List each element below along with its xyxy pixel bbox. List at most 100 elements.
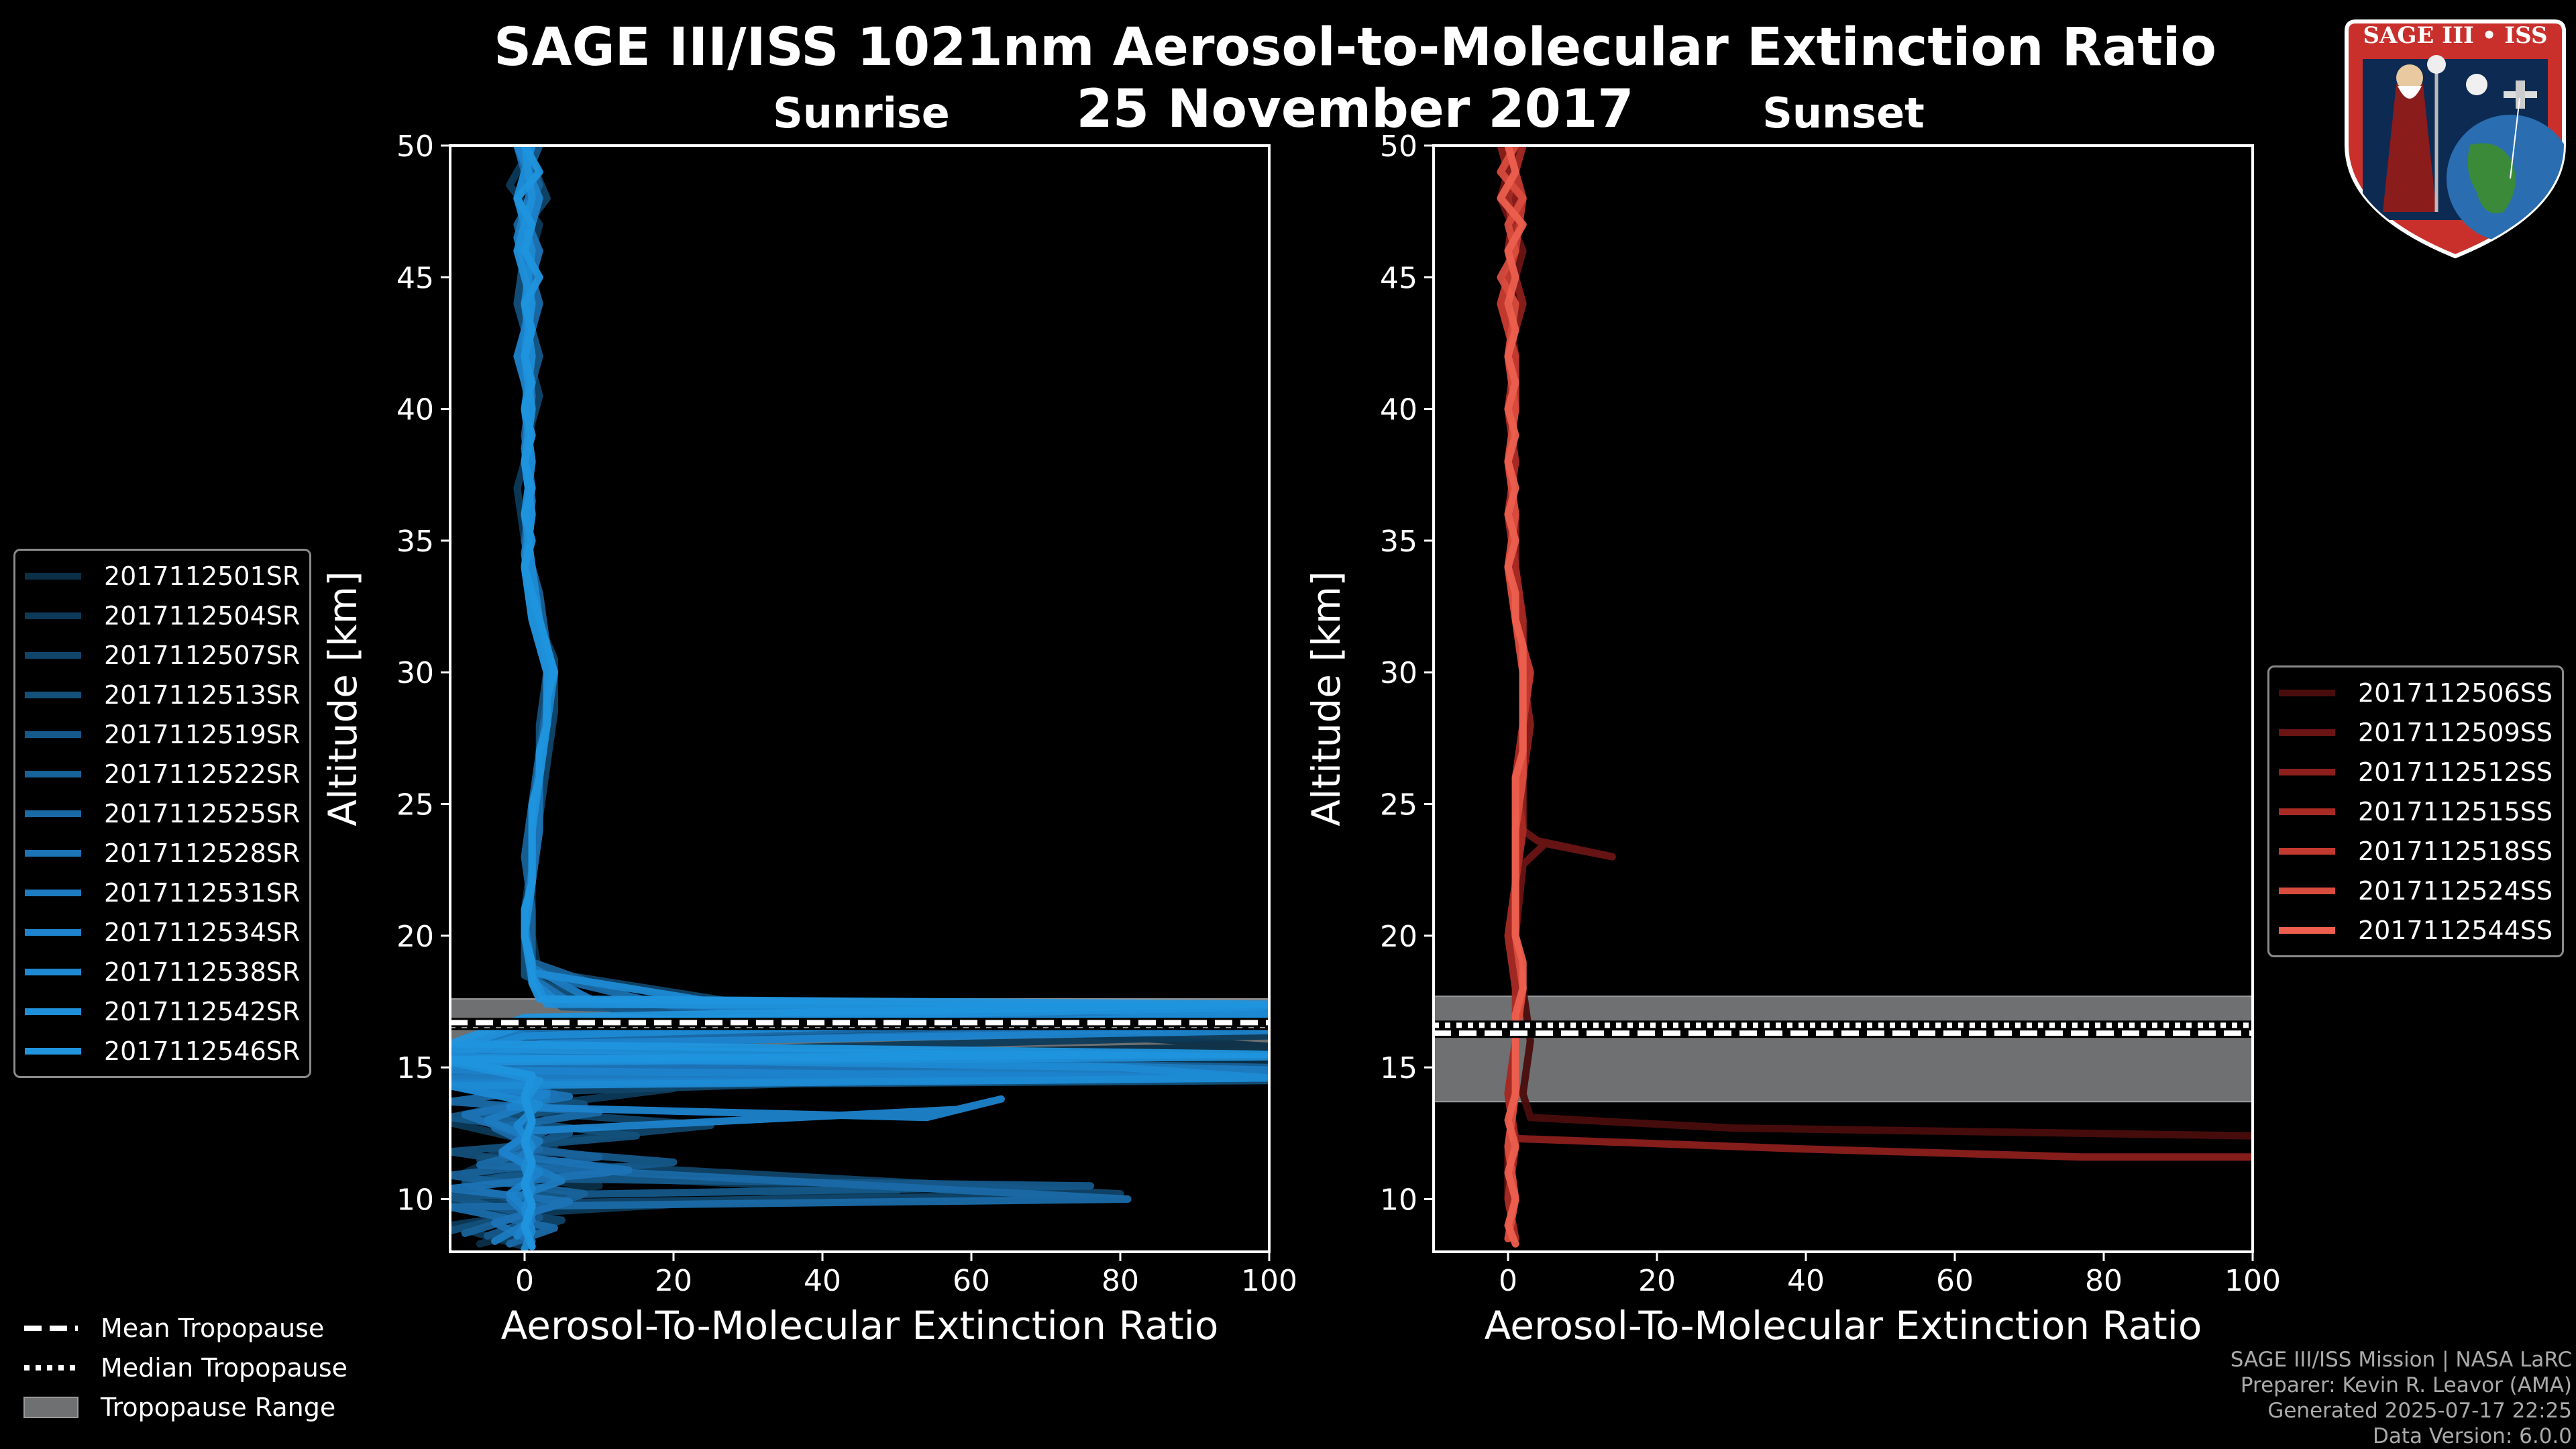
sunset-ytick-label-50: 50	[1380, 129, 1417, 164]
legend-entry-2017112524SS: 2017112524SS	[2279, 871, 2553, 910]
legend-swatch	[25, 572, 81, 580]
credits-generated: Generated 2025-07-17 22:25	[2267, 1399, 2572, 1423]
sunrise-xtick-label-0: 0	[515, 1264, 534, 1298]
legend-entry-2017112512SS: 2017112512SS	[2279, 752, 2553, 792]
legend-entry-2017112538SR: 2017112538SR	[25, 952, 300, 991]
sunrise-ytick-label-10: 10	[396, 1183, 434, 1217]
legend-label: 2017112522SR	[104, 759, 301, 789]
median-tropopause-label: Median Tropopause	[101, 1352, 347, 1383]
median-tropopause-swatch	[24, 1364, 78, 1371]
sunrise-ylabel: Altitude [km]	[320, 571, 366, 826]
sunset-xtick-label-40: 40	[1787, 1264, 1825, 1298]
legend-entry-2017112513SR: 2017112513SR	[25, 675, 300, 714]
legend-label: 2017112507SR	[104, 640, 301, 670]
series-line-2017112506SS	[1504, 146, 2253, 1140]
sunrise-xtick-label-40: 40	[804, 1264, 841, 1298]
legend-label: 2017112518SS	[2358, 836, 2553, 866]
legend-label: 2017112501SR	[104, 561, 301, 591]
logo-title: SAGE III • ISS	[2363, 22, 2547, 49]
credits-preparer: Preparer: Kevin R. Leavor (AMA)	[2240, 1373, 2572, 1397]
sunrise-plot: 0 20 40 60 80 100 10 15 20 25 30 35 40 45 50 Aerosol-To…	[320, 129, 1297, 1348]
sunset-ylabel: Altitude [km]	[1303, 571, 1349, 826]
legend-entry-2017112534SR: 2017112534SR	[25, 912, 300, 952]
legend-swatch	[2279, 808, 2335, 815]
legend-label: 2017112506SS	[2358, 678, 2553, 708]
sunrise-ytick-label-35: 35	[396, 525, 434, 559]
chart-title-line2: 25 November 2017	[1076, 79, 1634, 140]
series-line-2017112546SR	[450, 146, 1269, 1250]
legend-swatch	[25, 770, 81, 777]
sunset-xtick-label-60: 60	[1936, 1264, 1974, 1298]
sunset-xtick-label-20: 20	[1638, 1264, 1676, 1298]
legend-label: 2017112525SR	[104, 798, 301, 828]
tropopause-legend: Mean Tropopause Median Tropopause Tropop…	[23, 1308, 347, 1427]
sunset-xtick-label-0: 0	[1499, 1264, 1517, 1298]
legend-swatch	[25, 968, 81, 975]
sunrise-ytick-label-40: 40	[396, 393, 434, 427]
legend-entry-2017112525SR: 2017112525SR	[25, 794, 300, 833]
legend-swatch	[2279, 729, 2335, 736]
sunset-plot: 0 20 40 60 80 100 10 15 20 25 30 35 40 45 50 Aerosol-To…	[1303, 129, 2281, 1348]
sunrise-ytick-label-25: 25	[396, 788, 434, 822]
sunset-ytick-label-20: 20	[1380, 920, 1417, 954]
credits-block: SAGE III/ISS Mission | NASA LaRC Prepare…	[2231, 1347, 2572, 1449]
legend-swatch	[25, 1047, 81, 1055]
legend-label: 2017112509SS	[2358, 717, 2553, 747]
legend-entry-2017112528SR: 2017112528SR	[25, 833, 300, 873]
legend-label: 2017112515SS	[2358, 796, 2553, 826]
sunset-ytick-label-35: 35	[1380, 525, 1417, 559]
legend-swatch	[2279, 847, 2335, 855]
sunset-ytick-label-15: 15	[1380, 1051, 1417, 1085]
legend-entry-2017112542SR: 2017112542SR	[25, 991, 300, 1031]
legend-swatch	[2279, 887, 2335, 894]
sunset-ytick-label-30: 30	[1380, 656, 1417, 690]
sunrise-axes-frame	[449, 144, 1271, 1253]
mean-tropopause-swatch	[24, 1325, 78, 1331]
legend-label: 2017112534SR	[104, 917, 301, 947]
chart-title-line1: SAGE III/ISS 1021nm Aerosol-to-Molecular…	[494, 17, 2216, 78]
legend-entry-2017112546SR: 2017112546SR	[25, 1031, 300, 1071]
sunset-ytick-label-25: 25	[1380, 788, 1417, 822]
sunset-ytick-label-10: 10	[1380, 1183, 1417, 1217]
credits-data-version: Data Version: 6.0.0	[2372, 1424, 2572, 1448]
legend-entry-tropopause-range: Tropopause Range	[23, 1387, 347, 1427]
legend-entry-2017112515SS: 2017112515SS	[2279, 792, 2553, 831]
legend-entry-2017112544SS: 2017112544SS	[2279, 910, 2553, 950]
legend-label: 2017112542SR	[104, 996, 301, 1026]
legend-label: 2017112531SR	[104, 877, 301, 908]
legend-label: 2017112544SS	[2358, 915, 2553, 945]
credits-mission: SAGE III/ISS Mission | NASA LaRC	[2230, 1348, 2572, 1372]
series-line-2017112544SS	[1497, 146, 1527, 1248]
legend-swatch	[2279, 689, 2335, 696]
legend-label: 2017112538SR	[104, 957, 301, 987]
tropopause-range-swatch	[23, 1396, 78, 1418]
legend-swatch	[25, 889, 81, 896]
sunrise-xtick-label-100: 100	[1241, 1264, 1297, 1298]
sunset-series-group	[1497, 146, 2253, 1248]
sunset-legend: 2017112506SS 2017112509SS 2017112512SS 2017…	[2267, 665, 2565, 957]
sunrise-ytick-label-45: 45	[396, 261, 434, 295]
legend-swatch	[25, 731, 81, 738]
sunset-ytick-label-45: 45	[1380, 261, 1417, 295]
legend-entry-2017112522SR: 2017112522SR	[25, 754, 300, 794]
legend-entry-2017112506SS: 2017112506SS	[2279, 673, 2553, 712]
legend-entry-2017112531SR: 2017112531SR	[25, 873, 300, 912]
legend-label: 2017112512SS	[2358, 757, 2553, 787]
sunrise-series-group	[450, 146, 1269, 1252]
legend-label: 2017112504SR	[104, 600, 301, 631]
legend-entry-mean-tropopause: Mean Tropopause	[23, 1308, 347, 1348]
sunset-xlabel: Aerosol-To-Molecular Extinction Ratio	[1485, 1303, 2202, 1348]
sunset-xtick-label-100: 100	[2224, 1264, 2281, 1298]
legend-swatch	[25, 1008, 81, 1015]
legend-entry-2017112507SR: 2017112507SR	[25, 635, 300, 675]
sunrise-legend: 2017112501SR 2017112504SR 2017112507SR 2017…	[13, 549, 312, 1078]
sunrise-xtick-label-80: 80	[1102, 1264, 1139, 1298]
sunrise-xtick-label-60: 60	[953, 1264, 990, 1298]
sunrise-ytick-label-20: 20	[396, 920, 434, 954]
sunrise-ytick-label-15: 15	[396, 1051, 434, 1085]
legend-label: 2017112528SR	[104, 838, 301, 868]
legend-label: 2017112546SR	[104, 1036, 301, 1066]
legend-swatch	[25, 651, 81, 659]
legend-swatch	[25, 810, 81, 817]
